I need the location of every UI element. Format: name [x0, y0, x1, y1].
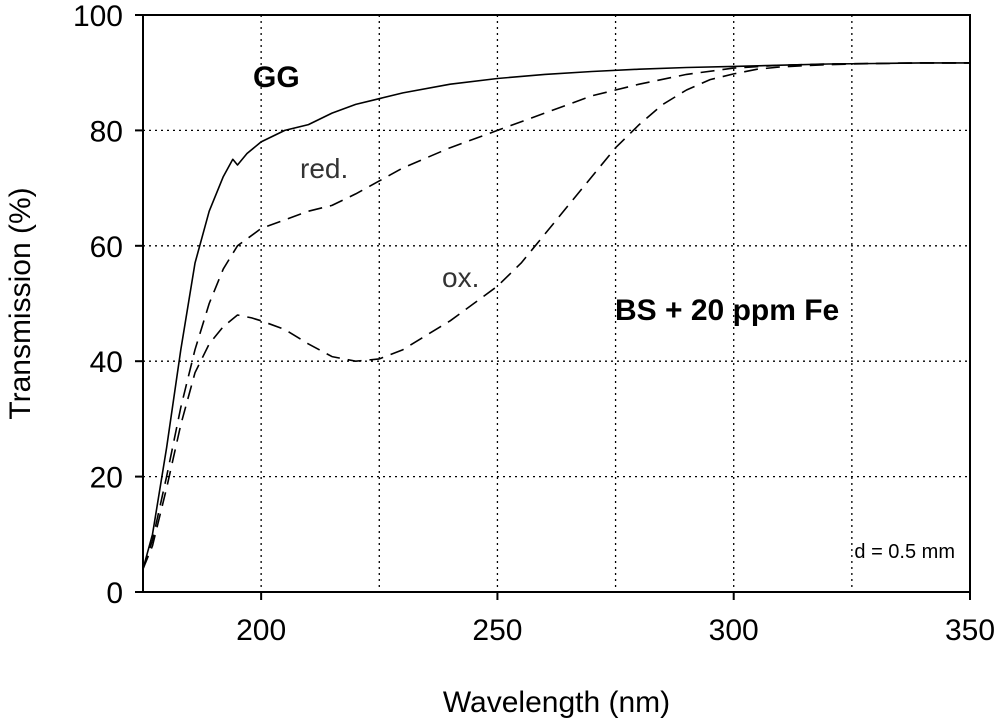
x-axis-label: Wavelength (nm) — [443, 686, 670, 719]
annotation-thickness: d = 0.5 mm — [854, 541, 955, 563]
y-tick-label: 40 — [90, 346, 123, 379]
y-tick-label: 80 — [90, 115, 123, 148]
y-tick-label: 20 — [90, 462, 123, 495]
y-tick-label: 60 — [90, 231, 123, 264]
series-layer — [142, 62, 970, 570]
x-tick-label: 300 — [709, 614, 759, 647]
annotation-gg: GG — [253, 61, 300, 94]
annotation-ox: ox. — [442, 262, 479, 293]
series-line-1 — [142, 62, 970, 570]
y-tick-label: 0 — [106, 577, 123, 610]
x-tick-label: 250 — [472, 614, 522, 647]
annotation-red: red. — [300, 153, 348, 184]
annotation-sample: BS + 20 ppm Fe — [615, 294, 839, 327]
x-tick-label: 200 — [236, 614, 286, 647]
plot-frame — [142, 14, 971, 593]
y-tick-label: 100 — [73, 0, 123, 33]
y-axis-label: Transmission (%) — [4, 187, 37, 419]
series-line-3 — [142, 62, 970, 570]
x-tick-label: 350 — [945, 614, 995, 647]
axis-ticks: 200 250 300 350 0 20 40 60 80 100 — [73, 0, 995, 647]
series-line-2 — [142, 62, 970, 570]
grid-lines — [143, 15, 970, 592]
